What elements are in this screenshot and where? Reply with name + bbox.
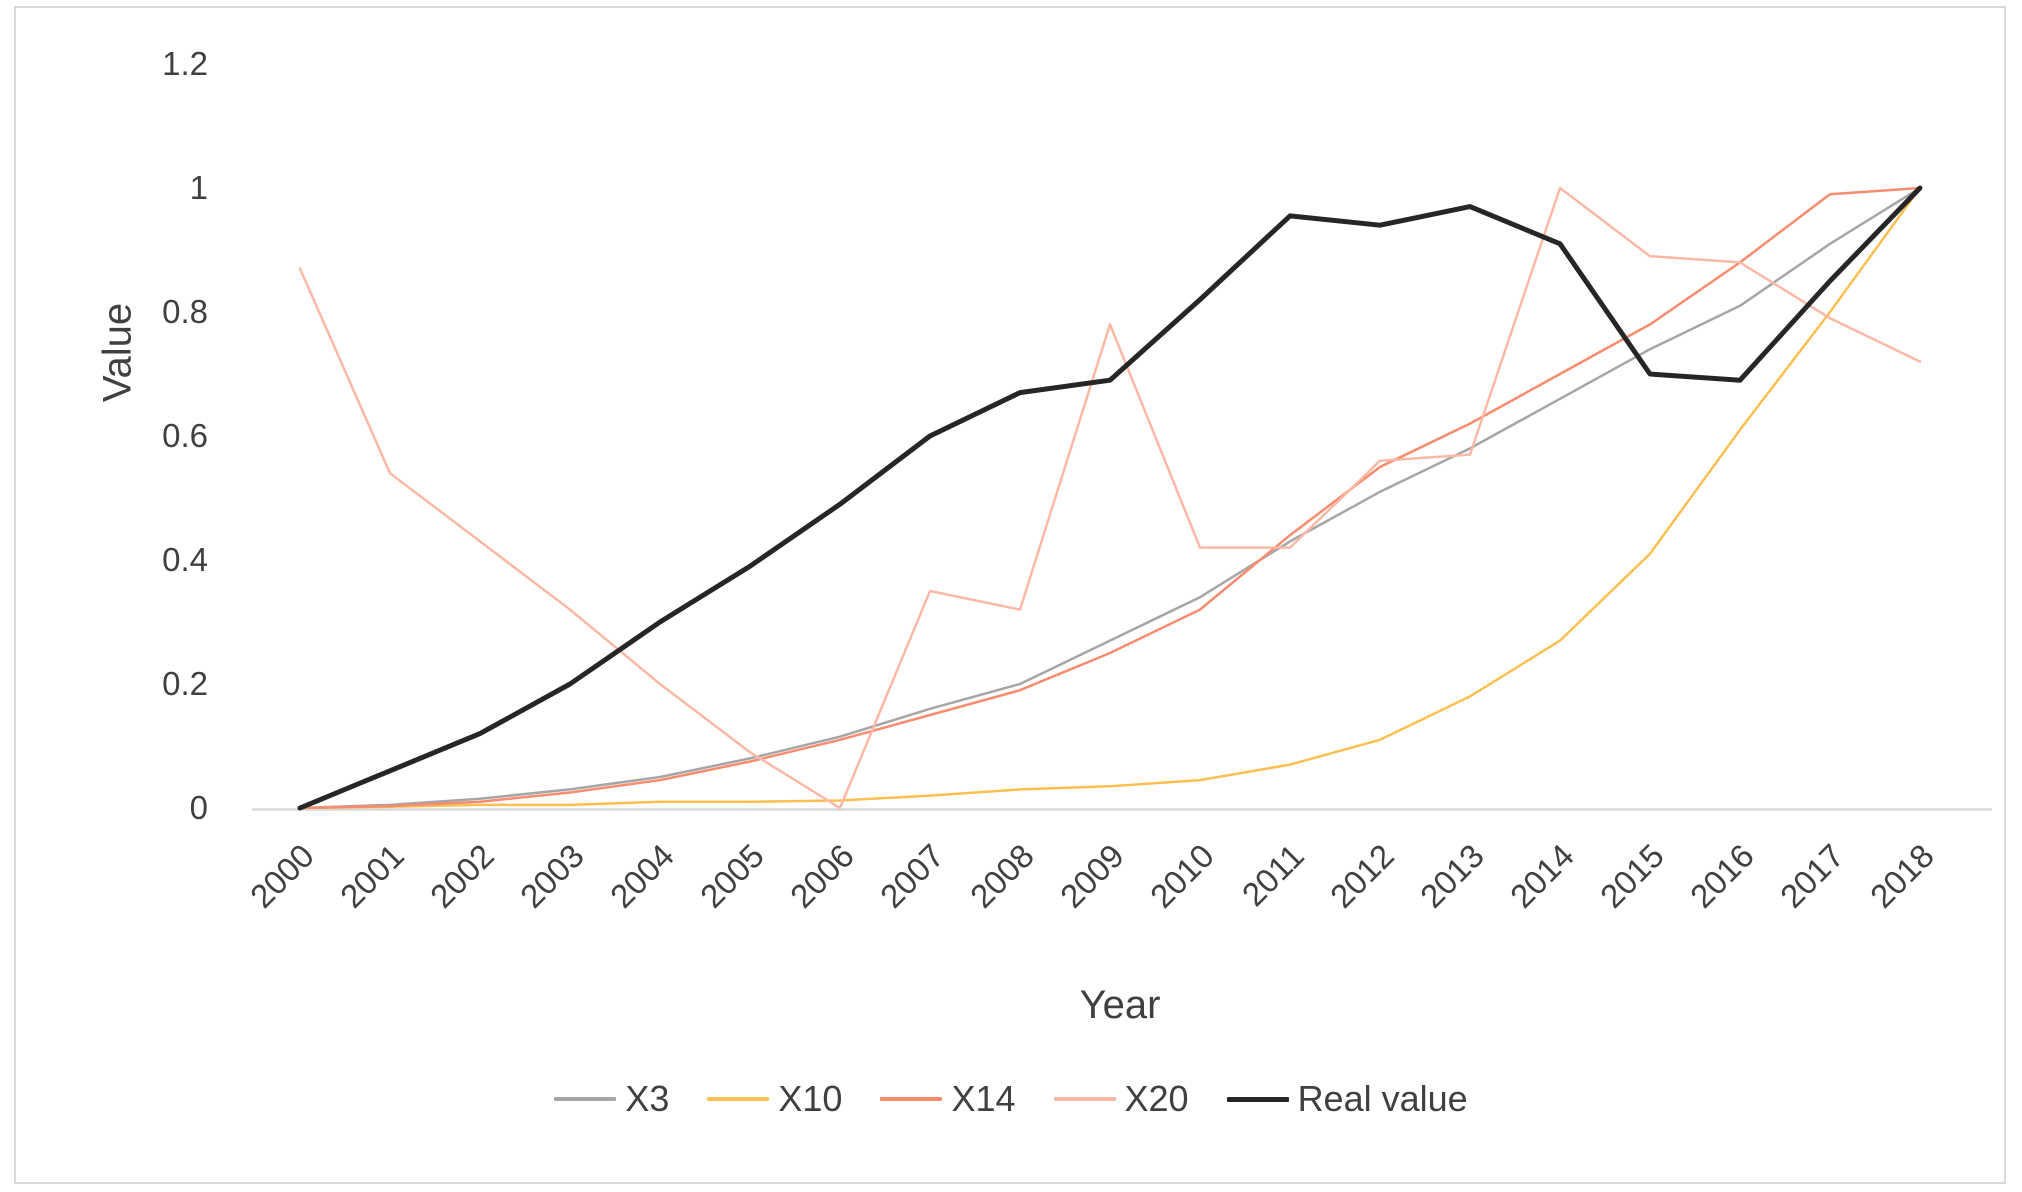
x-tick-label: 2016 bbox=[1683, 837, 1761, 915]
x-tick-label: 2008 bbox=[963, 837, 1041, 915]
x-axis-title: Year bbox=[1079, 983, 1161, 1027]
y-axis-title: Value bbox=[95, 302, 140, 403]
x-tick-label: 2007 bbox=[873, 837, 951, 915]
y-tick-label: 1 bbox=[190, 169, 208, 206]
series-line-x14 bbox=[298, 186, 1922, 810]
legend-line-swatch bbox=[1053, 1097, 1116, 1101]
x-tick-label: 2018 bbox=[1863, 837, 1941, 915]
x-tick-label: 2004 bbox=[603, 837, 681, 915]
legend-item-real-value: Real value bbox=[1226, 1078, 1468, 1120]
x-tick-label: 2002 bbox=[423, 837, 501, 915]
legend-label: X20 bbox=[1124, 1078, 1189, 1119]
y-tick-label: 0.2 bbox=[162, 665, 208, 702]
legend-label: Real value bbox=[1297, 1078, 1468, 1119]
x-tick-label: 2011 bbox=[1235, 837, 1311, 913]
legend-item-x10: X10 bbox=[707, 1078, 842, 1120]
x-tick-label: 2017 bbox=[1773, 837, 1851, 915]
x-tick-label: 2003 bbox=[513, 837, 591, 915]
x-tick-label: 2009 bbox=[1053, 837, 1131, 915]
x-tick-label: 2013 bbox=[1413, 837, 1491, 915]
series-line-x3 bbox=[298, 186, 1922, 810]
legend-label: X10 bbox=[778, 1078, 843, 1119]
legend-item-x20: X20 bbox=[1053, 1078, 1189, 1120]
x-tick-label: 2015 bbox=[1593, 837, 1671, 915]
chart-legend: X3 X10 X14 X20 Real value bbox=[0, 1078, 2022, 1120]
x-tick-label: 2001 bbox=[333, 837, 411, 915]
legend-item-x14: X14 bbox=[880, 1078, 1016, 1120]
legend-label: X3 bbox=[625, 1078, 670, 1119]
x-tick-label: 2012 bbox=[1323, 837, 1401, 915]
y-tick-label: 0.4 bbox=[162, 541, 208, 578]
legend-line-swatch bbox=[554, 1097, 617, 1101]
y-tick-label: 0.6 bbox=[162, 417, 208, 454]
series-line-x10 bbox=[298, 186, 1922, 810]
x-tick-label: 2000 bbox=[243, 837, 321, 915]
legend-line-swatch bbox=[1226, 1096, 1289, 1102]
chart-outer-border bbox=[14, 6, 2006, 1184]
x-tick-label: 2006 bbox=[783, 837, 861, 915]
x-tick-label: 2014 bbox=[1503, 837, 1581, 915]
legend-item-x3: X3 bbox=[554, 1078, 669, 1120]
legend-label: X14 bbox=[951, 1078, 1016, 1119]
legend-line-swatch bbox=[880, 1097, 943, 1101]
series-line-x20 bbox=[298, 186, 1922, 810]
y-tick-label: 1.2 bbox=[162, 45, 208, 82]
y-tick-label: 0 bbox=[190, 789, 208, 826]
y-tick-label: 0.8 bbox=[162, 293, 208, 330]
legend-line-swatch bbox=[707, 1097, 770, 1101]
x-tick-label: 2005 bbox=[693, 837, 771, 915]
series-line-real-value bbox=[297, 185, 1923, 811]
x-tick-label: 2010 bbox=[1143, 837, 1221, 915]
